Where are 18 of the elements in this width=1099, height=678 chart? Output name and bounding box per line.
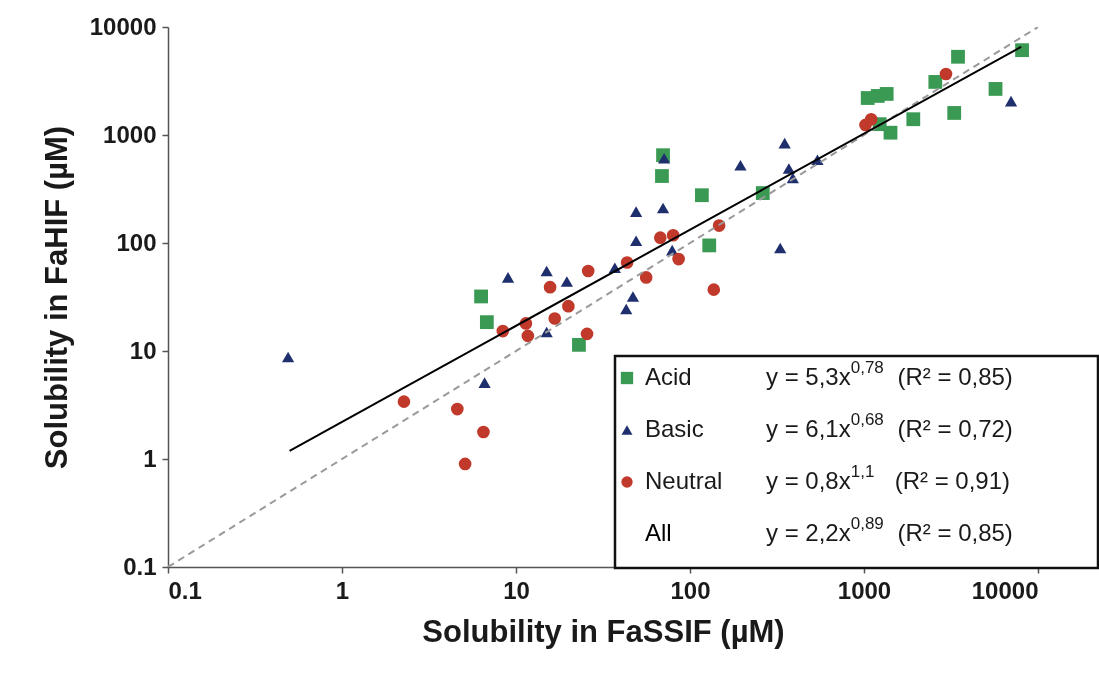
y-tick-label: 10000 xyxy=(89,12,157,40)
x-tick-label: 100 xyxy=(670,576,711,604)
y-tick-label: 0.1 xyxy=(123,552,157,580)
x-tick-label: 10000 xyxy=(971,576,1039,604)
x-axis-title: Solubility in FaSSIF (µM) xyxy=(422,613,785,649)
text: All xyxy=(645,519,672,546)
y-tick-label: 1000 xyxy=(103,120,157,148)
x-tick-label: 1000 xyxy=(837,576,892,604)
y-axis-title: Solubility in FaHIF (µM) xyxy=(38,125,74,470)
y-tick-label: 1 xyxy=(143,444,157,472)
x-tick-label: 1 xyxy=(335,576,350,604)
legend-label: Neutral xyxy=(645,467,723,494)
x-tick-label: 0.1 xyxy=(168,576,202,604)
y-tick-label: 100 xyxy=(116,228,157,256)
legend-label: Basic xyxy=(645,415,704,442)
y-tick-label: 10 xyxy=(129,336,157,364)
x-tick-label: 10 xyxy=(503,576,530,604)
legend-label: Acid xyxy=(645,363,692,390)
